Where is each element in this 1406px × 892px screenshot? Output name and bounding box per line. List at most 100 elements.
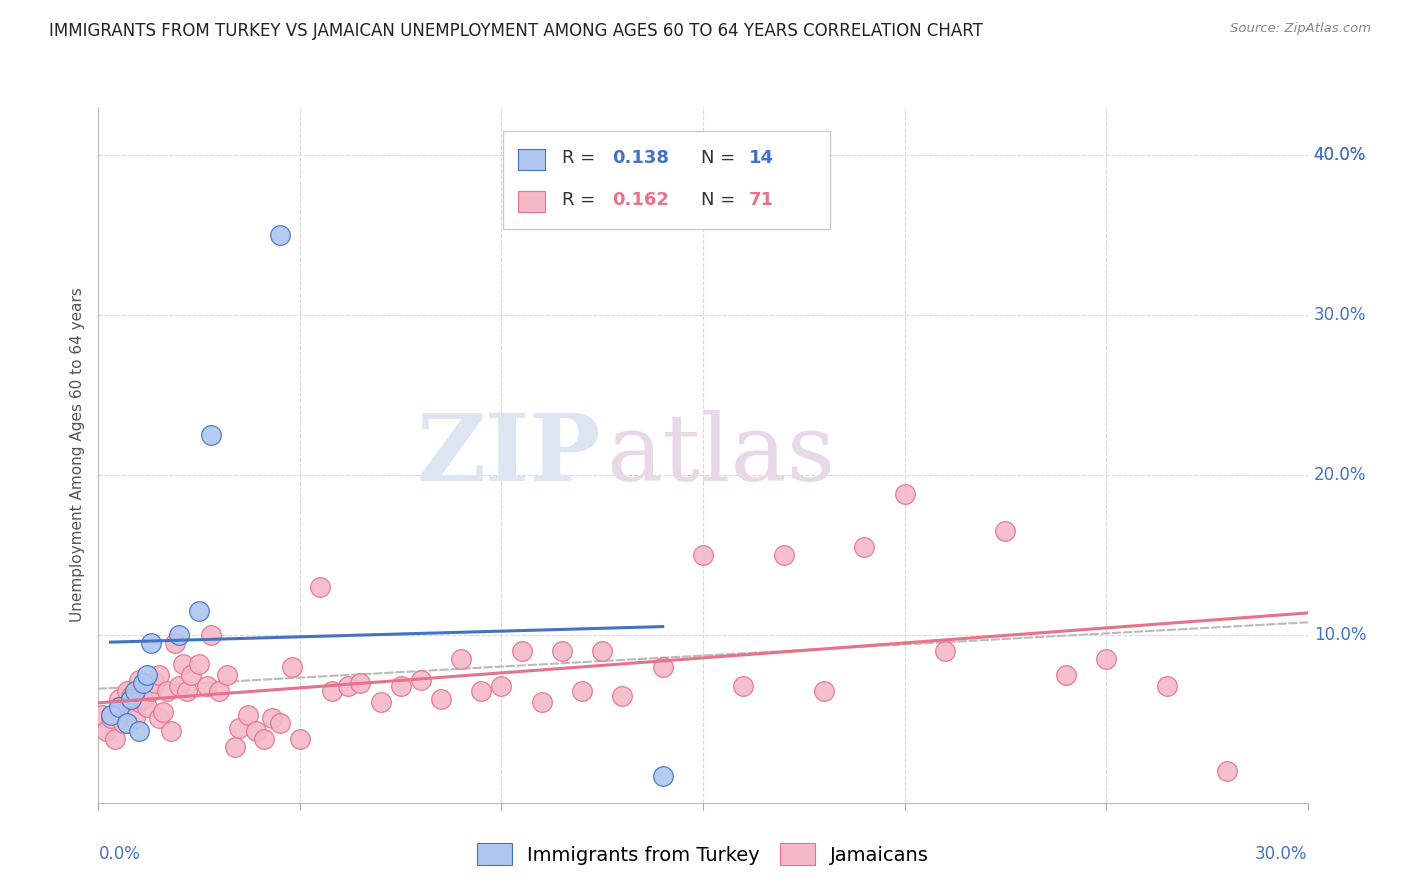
Point bbox=[208, 683, 231, 698]
Point bbox=[163, 636, 186, 650]
Point bbox=[124, 683, 146, 698]
Point bbox=[551, 644, 574, 658]
Point bbox=[1095, 652, 1118, 666]
Point bbox=[156, 683, 179, 698]
Text: atlas: atlas bbox=[606, 410, 835, 500]
FancyBboxPatch shape bbox=[517, 191, 544, 212]
Point bbox=[132, 691, 155, 706]
Text: 0.162: 0.162 bbox=[612, 191, 669, 209]
Point bbox=[128, 695, 150, 709]
FancyBboxPatch shape bbox=[517, 149, 544, 170]
Point bbox=[107, 699, 129, 714]
Point bbox=[491, 679, 513, 693]
Point bbox=[115, 683, 138, 698]
Point bbox=[430, 691, 453, 706]
Point bbox=[188, 604, 211, 618]
Point bbox=[236, 707, 259, 722]
Point bbox=[217, 668, 239, 682]
Point bbox=[1216, 764, 1239, 778]
Point bbox=[120, 691, 142, 706]
Point bbox=[200, 628, 222, 642]
Point bbox=[591, 644, 613, 658]
Point bbox=[139, 683, 162, 698]
Point bbox=[1156, 679, 1178, 693]
Point bbox=[132, 676, 155, 690]
Point bbox=[96, 723, 118, 738]
Point bbox=[893, 487, 915, 501]
Point bbox=[167, 679, 190, 693]
Text: 0.0%: 0.0% bbox=[98, 845, 141, 863]
Point bbox=[120, 689, 142, 703]
Point bbox=[115, 715, 138, 730]
Point bbox=[450, 652, 472, 666]
Point bbox=[349, 676, 371, 690]
Point bbox=[135, 699, 157, 714]
Point bbox=[148, 668, 170, 682]
Point bbox=[176, 683, 198, 698]
Point bbox=[107, 699, 129, 714]
Point bbox=[143, 676, 166, 690]
Point bbox=[934, 644, 956, 658]
Text: N =: N = bbox=[700, 149, 741, 167]
Text: 71: 71 bbox=[749, 191, 773, 209]
Y-axis label: Unemployment Among Ages 60 to 64 years: Unemployment Among Ages 60 to 64 years bbox=[70, 287, 86, 623]
Legend: Immigrants from Turkey, Jamaicans: Immigrants from Turkey, Jamaicans bbox=[470, 835, 936, 873]
Text: Source: ZipAtlas.com: Source: ZipAtlas.com bbox=[1230, 22, 1371, 36]
Point bbox=[148, 711, 170, 725]
Point bbox=[651, 660, 673, 674]
Point bbox=[167, 628, 190, 642]
Point bbox=[107, 691, 129, 706]
Point bbox=[124, 711, 146, 725]
Point bbox=[100, 711, 122, 725]
Text: N =: N = bbox=[700, 191, 741, 209]
Text: 20.0%: 20.0% bbox=[1313, 466, 1367, 484]
Point bbox=[128, 673, 150, 687]
Point bbox=[135, 668, 157, 682]
Point bbox=[269, 227, 291, 242]
Point bbox=[260, 711, 283, 725]
Text: IMMIGRANTS FROM TURKEY VS JAMAICAN UNEMPLOYMENT AMONG AGES 60 TO 64 YEARS CORREL: IMMIGRANTS FROM TURKEY VS JAMAICAN UNEMP… bbox=[49, 22, 983, 40]
Point bbox=[571, 683, 593, 698]
Point bbox=[470, 683, 492, 698]
Point bbox=[510, 644, 533, 658]
FancyBboxPatch shape bbox=[503, 131, 830, 229]
Point bbox=[115, 695, 138, 709]
Point bbox=[772, 548, 794, 562]
Point bbox=[128, 723, 150, 738]
Text: 14: 14 bbox=[749, 149, 773, 167]
Point bbox=[309, 580, 332, 594]
Point bbox=[180, 668, 202, 682]
Point bbox=[224, 739, 246, 754]
Point bbox=[692, 548, 714, 562]
Text: 30.0%: 30.0% bbox=[1313, 306, 1367, 324]
Point bbox=[813, 683, 835, 698]
Point bbox=[228, 721, 250, 735]
Point bbox=[111, 715, 134, 730]
Point bbox=[152, 705, 174, 719]
Text: 10.0%: 10.0% bbox=[1313, 626, 1367, 644]
Point bbox=[651, 769, 673, 783]
Point bbox=[337, 679, 360, 693]
Point bbox=[409, 673, 432, 687]
Point bbox=[288, 731, 311, 746]
Text: 0.138: 0.138 bbox=[612, 149, 669, 167]
Point bbox=[100, 707, 122, 722]
Point bbox=[321, 683, 343, 698]
Text: R =: R = bbox=[561, 191, 600, 209]
Point bbox=[1054, 668, 1077, 682]
Point bbox=[245, 723, 267, 738]
Point bbox=[200, 428, 222, 442]
Point bbox=[370, 695, 392, 709]
Point bbox=[91, 707, 114, 722]
Text: 40.0%: 40.0% bbox=[1313, 146, 1367, 164]
Point bbox=[389, 679, 412, 693]
Point bbox=[160, 723, 183, 738]
Point bbox=[195, 679, 218, 693]
Point bbox=[103, 731, 125, 746]
Point bbox=[172, 657, 194, 671]
Point bbox=[853, 540, 876, 554]
Point bbox=[612, 689, 634, 703]
Text: 30.0%: 30.0% bbox=[1256, 845, 1308, 863]
Point bbox=[530, 695, 553, 709]
Text: 40.0%: 40.0% bbox=[1313, 146, 1367, 164]
